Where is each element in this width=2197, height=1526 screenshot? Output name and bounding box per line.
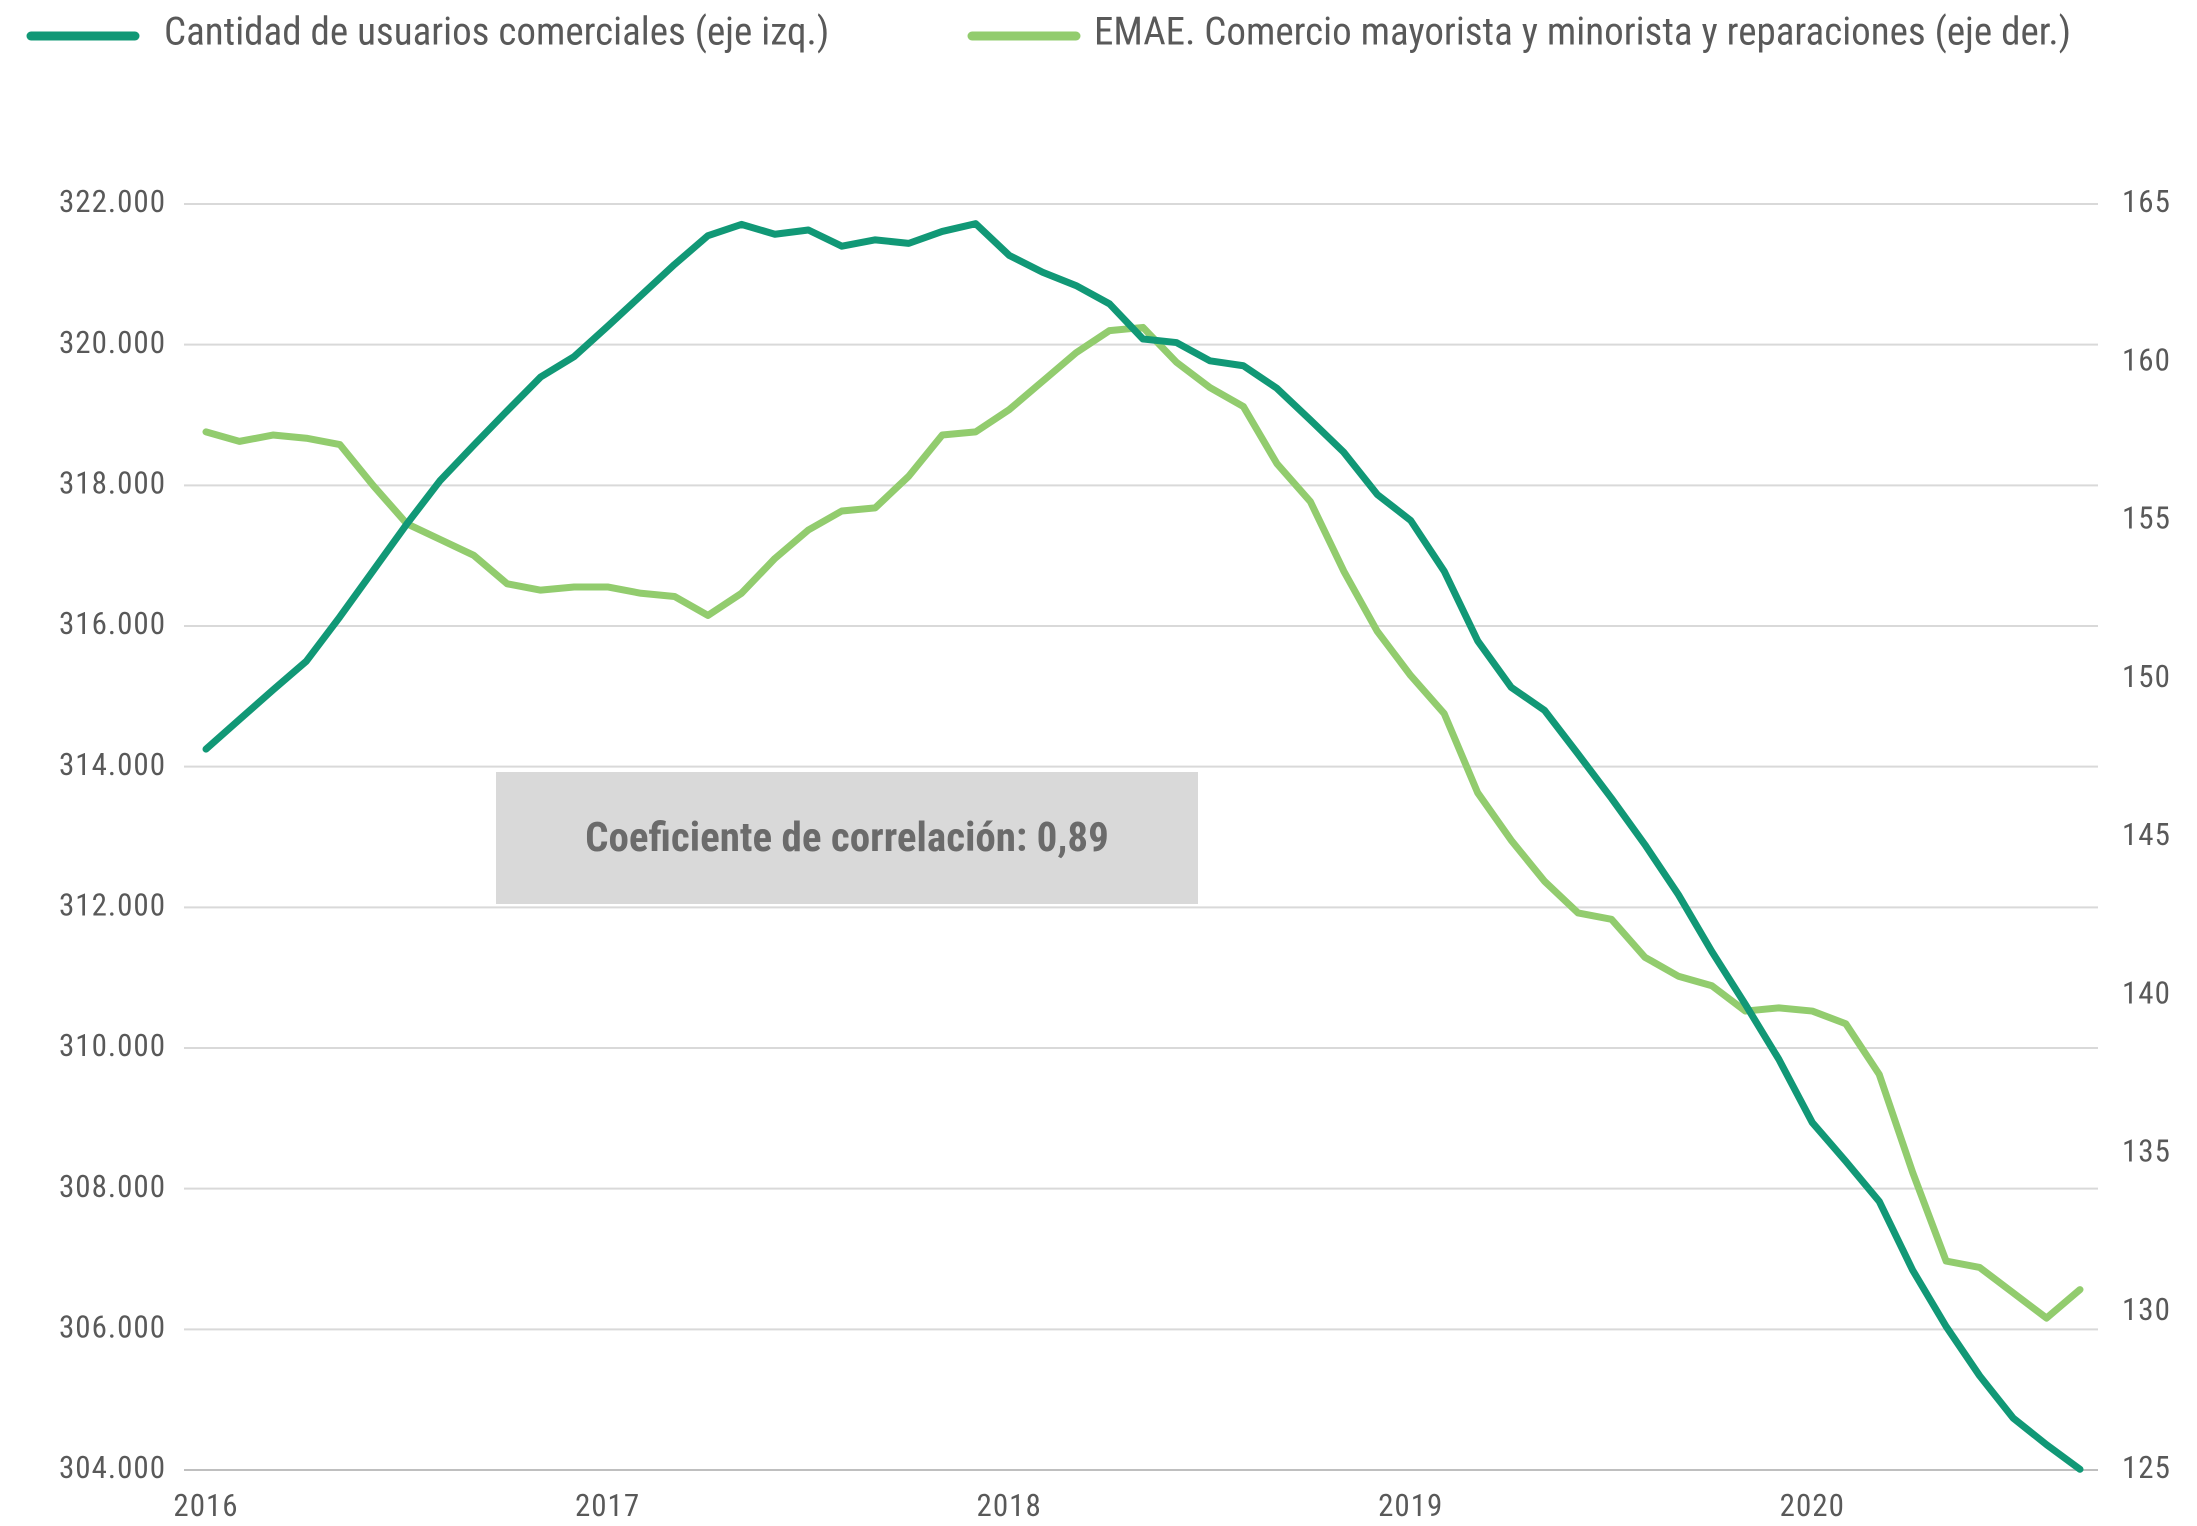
y-tick-label: 318.000 xyxy=(59,465,166,502)
x-tick-label: 2019 xyxy=(1378,1487,1443,1524)
y-tick-label: 310.000 xyxy=(59,1027,166,1064)
grid xyxy=(184,203,2098,1471)
series-line xyxy=(202,323,2084,1322)
y-tick-label: 320.000 xyxy=(59,324,166,361)
y-tick-label: 312.000 xyxy=(59,887,166,924)
y-tick-label: 304.000 xyxy=(59,1449,166,1486)
series-line xyxy=(202,220,2084,1473)
y2-tick-label: 145 xyxy=(2122,816,2171,853)
legend-label: EMAE. Comercio mayorista y minorista y r… xyxy=(1094,8,2071,54)
y2-tick-label: 150 xyxy=(2122,658,2171,695)
annotation-background xyxy=(496,772,1198,904)
y2-tick-label: 130 xyxy=(2122,1291,2171,1328)
y-tick-label: 314.000 xyxy=(59,746,166,783)
x-tick-label: 2020 xyxy=(1780,1487,1845,1524)
y2-tick-label: 155 xyxy=(2122,500,2171,537)
legend-label: Cantidad de usuarios comerciales (eje iz… xyxy=(164,8,829,54)
x-tick-label: 2017 xyxy=(575,1487,640,1524)
y-tick-label: 306.000 xyxy=(59,1309,166,1346)
y-tick-label: 322.000 xyxy=(59,183,166,220)
y2-tick-label: 140 xyxy=(2122,974,2171,1011)
y-tick-label: 308.000 xyxy=(59,1168,166,1205)
y2-tick-label: 165 xyxy=(2122,183,2171,220)
x-tick-label: 2016 xyxy=(173,1487,238,1524)
y2-tick-label: 125 xyxy=(2122,1449,2171,1486)
y-tick-label: 316.000 xyxy=(59,605,166,642)
annotation: Coeficiente de correlación: 0,89 xyxy=(585,814,1109,862)
x-tick-label: 2018 xyxy=(977,1487,1042,1524)
legend: Cantidad de usuarios comerciales (eje iz… xyxy=(26,8,2071,54)
annotation-box: Coeficiente de correlación: 0,89 xyxy=(496,772,1198,904)
y2-tick-label: 135 xyxy=(2122,1133,2171,1170)
y2-tick-label: 160 xyxy=(2122,341,2171,378)
